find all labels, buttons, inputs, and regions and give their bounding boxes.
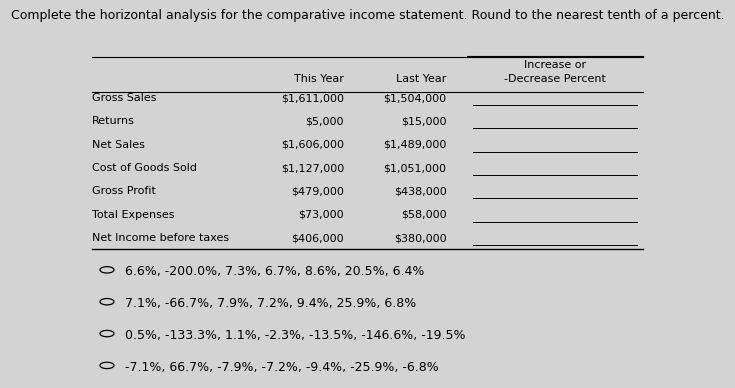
Text: $380,000: $380,000 bbox=[394, 233, 447, 243]
Text: Last Year: Last Year bbox=[396, 74, 447, 85]
Text: $438,000: $438,000 bbox=[394, 187, 447, 196]
Text: Cost of Goods Sold: Cost of Goods Sold bbox=[93, 163, 197, 173]
Text: This Year: This Year bbox=[294, 74, 344, 85]
Text: -7.1%, 66.7%, -7.9%, -7.2%, -9.4%, -25.9%, -6.8%: -7.1%, 66.7%, -7.9%, -7.2%, -9.4%, -25.9… bbox=[124, 360, 438, 374]
Text: $15,000: $15,000 bbox=[401, 116, 447, 126]
Text: $1,489,000: $1,489,000 bbox=[383, 140, 447, 150]
Text: $58,000: $58,000 bbox=[401, 210, 447, 220]
Text: Gross Sales: Gross Sales bbox=[93, 93, 157, 103]
Text: Net Income before taxes: Net Income before taxes bbox=[93, 233, 229, 243]
Text: $1,611,000: $1,611,000 bbox=[281, 93, 344, 103]
Text: Returns: Returns bbox=[93, 116, 135, 126]
Text: Total Expenses: Total Expenses bbox=[93, 210, 175, 220]
Text: $1,127,000: $1,127,000 bbox=[281, 163, 344, 173]
Text: $73,000: $73,000 bbox=[298, 210, 344, 220]
Text: $5,000: $5,000 bbox=[306, 116, 344, 126]
Text: $1,504,000: $1,504,000 bbox=[384, 93, 447, 103]
Text: $479,000: $479,000 bbox=[291, 187, 344, 196]
Text: 0.5%, -133.3%, 1.1%, -2.3%, -13.5%, -146.6%, -19.5%: 0.5%, -133.3%, 1.1%, -2.3%, -13.5%, -146… bbox=[124, 329, 465, 342]
Text: $1,606,000: $1,606,000 bbox=[281, 140, 344, 150]
Text: Complete the horizontal analysis for the comparative income statement. Round to : Complete the horizontal analysis for the… bbox=[11, 9, 724, 23]
Text: Increase or: Increase or bbox=[524, 60, 586, 70]
Text: Net Sales: Net Sales bbox=[93, 140, 146, 150]
Text: 7.1%, -66.7%, 7.9%, 7.2%, 9.4%, 25.9%, 6.8%: 7.1%, -66.7%, 7.9%, 7.2%, 9.4%, 25.9%, 6… bbox=[124, 297, 416, 310]
Text: Gross Profit: Gross Profit bbox=[93, 187, 157, 196]
Text: $1,051,000: $1,051,000 bbox=[384, 163, 447, 173]
Text: $406,000: $406,000 bbox=[292, 233, 344, 243]
Text: 6.6%, -200.0%, 7.3%, 6.7%, 8.6%, 20.5%, 6.4%: 6.6%, -200.0%, 7.3%, 6.7%, 8.6%, 20.5%, … bbox=[124, 265, 424, 278]
Text: -Decrease Percent: -Decrease Percent bbox=[504, 74, 606, 85]
